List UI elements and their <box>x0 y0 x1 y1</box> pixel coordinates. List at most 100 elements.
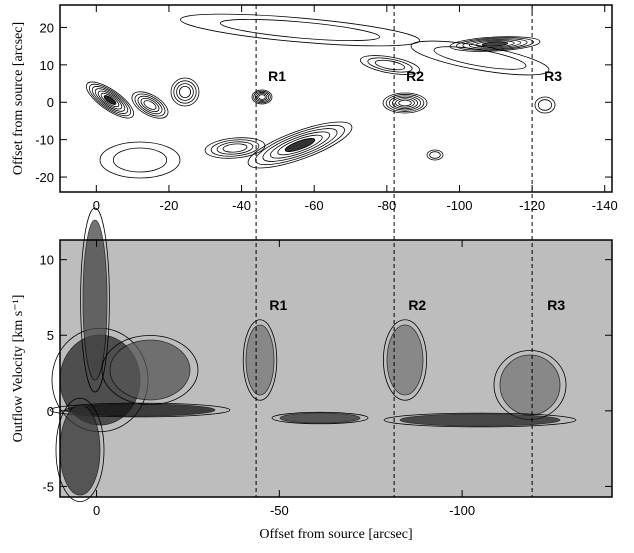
contour-line <box>99 141 181 179</box>
x-axis-label: Offset from source [arcsec] <box>259 527 412 542</box>
x-tick-label: -80 <box>377 198 396 213</box>
contour-line <box>137 95 163 115</box>
y-tick-label: 20 <box>40 20 54 35</box>
contour-line <box>242 319 278 401</box>
x-tick-label: -40 <box>232 198 251 213</box>
contour-line <box>456 37 534 51</box>
contour-line <box>112 147 168 173</box>
x-tick-label: -50 <box>270 503 289 518</box>
x-tick-label: -60 <box>305 198 324 213</box>
contour-line <box>253 90 271 104</box>
contour-line <box>178 86 191 99</box>
contour-line <box>388 95 422 111</box>
region-label: R2 <box>408 297 426 313</box>
contour-line <box>258 94 266 100</box>
contour-line <box>398 99 412 107</box>
contour-line <box>49 402 231 418</box>
y-tick-label: 0 <box>47 404 54 419</box>
region-label: R3 <box>547 297 565 313</box>
contour-line <box>210 139 260 157</box>
contour-line <box>176 83 194 101</box>
region-label: R2 <box>406 68 424 84</box>
contour-line <box>284 138 316 152</box>
contour-line <box>262 128 338 162</box>
intensity-blob <box>386 324 424 396</box>
contour-line <box>247 121 353 169</box>
x-tick-label: -140 <box>592 198 618 213</box>
contour-line <box>277 134 323 156</box>
contour-line <box>374 59 406 71</box>
intensity-blob <box>245 324 275 396</box>
y-axis-label: Offset from source [arcsec] <box>11 22 26 175</box>
contour-line <box>481 41 509 47</box>
x-tick-label: -100 <box>449 503 475 518</box>
contour-line <box>534 96 556 114</box>
intensity-blob <box>499 354 561 416</box>
contour-line <box>94 88 126 112</box>
contour-line <box>367 57 413 73</box>
y-axis-label: Outflow Velocity [km s⁻¹] <box>11 295 26 443</box>
contour-line <box>134 93 166 117</box>
contour-line <box>180 13 420 47</box>
contour-line <box>222 143 248 153</box>
contour-line <box>216 141 254 155</box>
x-tick-label: -20 <box>160 198 179 213</box>
contour-line <box>382 319 427 401</box>
intensity-blob <box>109 339 191 401</box>
contour-line <box>429 151 441 159</box>
y-tick-label: -5 <box>42 479 54 494</box>
y-tick-label: 0 <box>47 95 54 110</box>
x-tick-label: 0 <box>93 503 100 518</box>
contour-line <box>103 95 117 105</box>
y-tick-label: 5 <box>47 328 54 343</box>
contours <box>49 13 577 503</box>
contour-line <box>395 98 415 108</box>
contour-line <box>170 77 200 107</box>
contour-line <box>254 91 270 103</box>
contour-line <box>256 93 268 101</box>
contour-line <box>219 19 381 41</box>
contour-line <box>140 97 160 113</box>
contour-line <box>131 91 169 119</box>
contour-line <box>55 397 105 503</box>
contour-line <box>382 92 428 114</box>
contour-line <box>383 412 577 428</box>
contour-line <box>173 80 197 104</box>
y-tick-label: -20 <box>35 170 54 185</box>
contour-line <box>360 55 420 75</box>
contour-line <box>385 94 425 112</box>
contour-line <box>204 137 266 159</box>
region-label: R3 <box>544 68 562 84</box>
y-tick-label: 10 <box>40 253 54 268</box>
contour-line <box>426 149 444 161</box>
contour-line <box>100 92 120 108</box>
intensity-blob <box>279 412 361 424</box>
y-tick-label: -10 <box>35 133 54 148</box>
contour-line <box>97 90 123 110</box>
y-tick-label: 10 <box>40 58 54 73</box>
x-tick-label: -120 <box>519 198 545 213</box>
plot-frame <box>59 239 613 498</box>
region-label: R1 <box>268 68 286 84</box>
contour-line <box>271 411 369 425</box>
contour-line <box>80 207 110 393</box>
contour-line <box>269 131 331 159</box>
intensity-blob <box>399 413 561 427</box>
contour-line <box>537 99 553 111</box>
contour-line <box>85 81 135 119</box>
x-tick-label: 0 <box>93 198 100 213</box>
contour-line <box>468 39 522 49</box>
contour-line <box>91 86 129 114</box>
contour-line <box>143 100 157 110</box>
intensity-blob <box>59 404 101 496</box>
contour-line <box>251 89 273 105</box>
contour-line <box>88 83 132 117</box>
contour-line <box>410 40 550 76</box>
x-tick-label: -100 <box>446 198 472 213</box>
contour-line <box>433 46 527 70</box>
contour-line <box>392 96 418 110</box>
plot-frame <box>59 4 613 193</box>
region-label: R1 <box>269 297 287 313</box>
intensity-blob <box>82 219 108 381</box>
